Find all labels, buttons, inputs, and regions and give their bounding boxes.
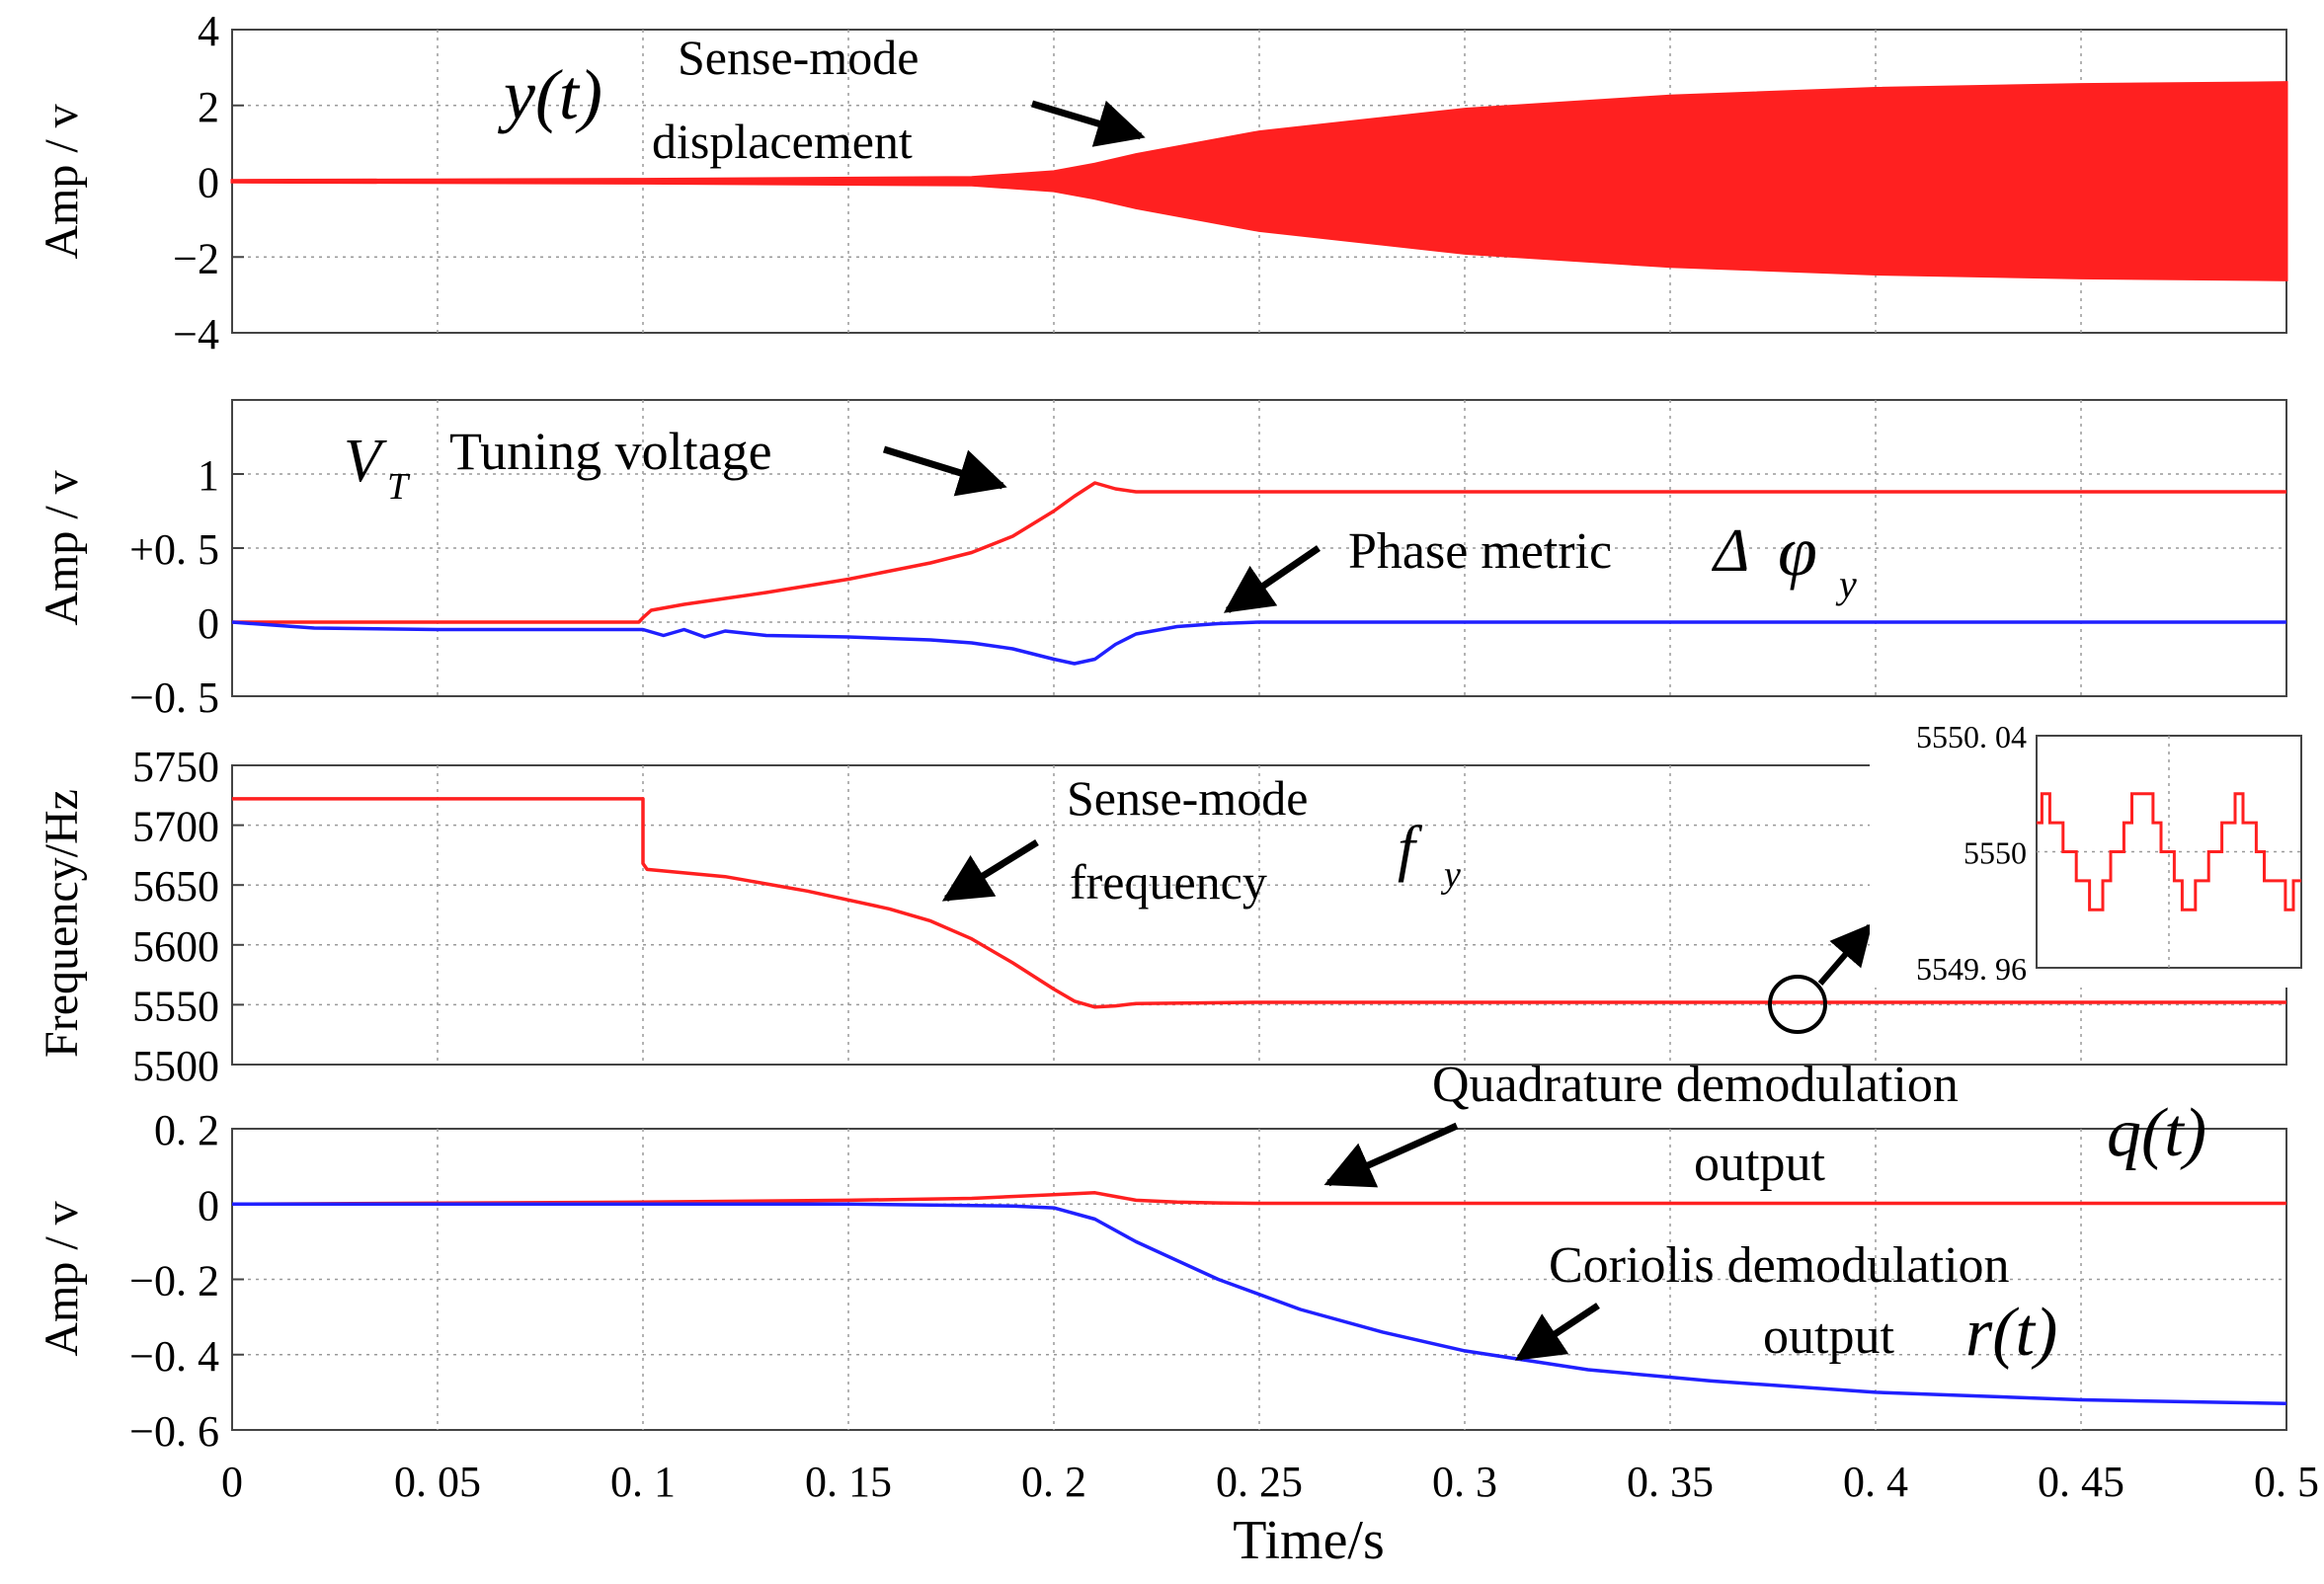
xtick-label: 0. 4 xyxy=(1843,1458,1908,1506)
ytick-label: −0. 2 xyxy=(129,1257,219,1306)
vt-subscript: T xyxy=(387,466,411,508)
panel-2: 1+0. 50−0. 5 Amp / v V T Tuning voltage … xyxy=(36,399,2287,722)
ytick-label: 1 xyxy=(198,451,219,500)
ytick-label: 5650 xyxy=(132,862,219,911)
inset-ytick-label: 5549. 96 xyxy=(1916,951,2027,987)
sense-mode-frequency-line2: frequency xyxy=(1070,854,1267,910)
ytick-label: 2 xyxy=(198,83,219,131)
ytick-label: −4 xyxy=(173,310,219,358)
xtick-label: 0. 05 xyxy=(394,1458,481,1506)
phase-phi-symbol: φ xyxy=(1778,512,1817,591)
panel-4-ylabel: Amp / v xyxy=(36,1201,88,1356)
ytick-label: 5750 xyxy=(132,743,219,791)
inset-plot xyxy=(2037,792,2301,911)
y-t-symbol: y(t) xyxy=(497,55,602,134)
ytick-label: +0. 5 xyxy=(129,525,219,574)
sense-mode-frequency-line1: Sense-mode xyxy=(1067,770,1308,826)
ytick-label: −0. 4 xyxy=(129,1332,219,1381)
q-t-symbol: q(t) xyxy=(2107,1095,2206,1171)
ytick-label: 0. 2 xyxy=(154,1106,219,1154)
ytick-label: 5600 xyxy=(132,922,219,971)
panel-1: 4 2 0 −2 −4 Amp / v y(t) Sense-mode displace… xyxy=(36,7,2288,358)
inset-background xyxy=(1870,711,2324,988)
panel-4-yticks: 0. 2 0 −0. 2 −0. 4 −0. 6 xyxy=(129,1106,219,1456)
coriolis-label-line1: Coriolis demodulation xyxy=(1549,1237,2010,1294)
panel-4-plot xyxy=(231,1191,2287,1406)
panel-1-plot xyxy=(230,81,2288,281)
quadrature-label-line1: Quadrature demodulation xyxy=(1432,1057,1959,1113)
r-t-symbol: r(t) xyxy=(1965,1295,2057,1371)
xtick-label: 0. 25 xyxy=(1216,1458,1303,1506)
panel-2-yticks: 1 +0. 5 0 −0. 5 xyxy=(129,451,219,722)
inset-ytick-label: 5550. 04 xyxy=(1916,719,2027,754)
xtick-label: 0. 35 xyxy=(1627,1458,1714,1506)
xtick-label: 0. 2 xyxy=(1021,1458,1086,1506)
xtick-label: 0. 15 xyxy=(805,1458,892,1506)
x-axis-label: Time/s xyxy=(1233,1510,1385,1571)
xtick-label: 0. 3 xyxy=(1432,1458,1497,1506)
frequency-arrow xyxy=(941,839,1039,902)
panel-1-ylabel: Amp / v xyxy=(36,104,88,259)
phase-subscript: y xyxy=(1835,562,1857,606)
ytick-label: 4 xyxy=(198,7,219,55)
ytick-label: 0 xyxy=(198,1181,219,1229)
panel-1-yticks: 4 2 0 −2 −4 xyxy=(173,7,219,358)
series-line xyxy=(232,1202,2287,1406)
coriolis-arrow xyxy=(1514,1303,1600,1361)
ytick-label: −2 xyxy=(173,234,219,282)
xtick-label: 0. 1 xyxy=(610,1458,676,1506)
zoom-marker-circle xyxy=(1768,975,1827,1034)
xtick-label: 0. 5 xyxy=(2254,1458,2319,1506)
coriolis-label-line2: output xyxy=(1763,1308,1894,1365)
panel-3: 5750 5700 5650 5600 5550 5500 Frequency/Hz Se… xyxy=(36,711,2324,1090)
panel-3-yticks: 5750 5700 5650 5600 5550 5500 xyxy=(132,743,219,1090)
ytick-label: 5700 xyxy=(132,803,219,851)
xtick-label: 0. 45 xyxy=(2038,1458,2124,1506)
tuning-voltage-label: Tuning voltage xyxy=(449,422,772,481)
fy-symbol: f xyxy=(1398,813,1423,883)
phase-metric-label: Phase metric xyxy=(1348,523,1612,580)
panel-2-plot xyxy=(231,481,2286,666)
ytick-label: −0. 6 xyxy=(129,1407,219,1456)
series-line xyxy=(231,620,2286,666)
panel-2-ylabel: Amp / v xyxy=(36,470,88,625)
series-envelope xyxy=(230,81,2288,281)
fy-subscript: y xyxy=(1440,854,1461,896)
ytick-label: −0. 5 xyxy=(129,673,219,722)
panel-3-plot xyxy=(232,797,2286,1009)
series-line xyxy=(231,1191,2286,1207)
inset-ytick-label: 5550 xyxy=(1963,835,2027,871)
quadrature-label-line2: output xyxy=(1694,1136,1825,1192)
vt-symbol: V xyxy=(344,428,387,495)
displacement-arrow xyxy=(1030,100,1146,147)
inset-yticks: 5550. 04 5550 5549. 96 xyxy=(1916,719,2027,987)
quadrature-arrow xyxy=(1323,1122,1459,1188)
xtick-label: 0 xyxy=(221,1458,243,1506)
sense-mode-displacement-line1: Sense-mode xyxy=(678,30,919,85)
panel-4-xticks: 0 0. 05 0. 1 0. 15 0. 2 0. 25 0. 3 0. 35 0. 4 0. … xyxy=(221,1458,2319,1506)
series-line xyxy=(232,797,2286,1009)
ytick-label: 5550 xyxy=(132,982,219,1030)
inset-series-line xyxy=(2037,792,2301,911)
sense-mode-displacement-line2: displacement xyxy=(652,114,913,169)
series-line xyxy=(232,481,2286,624)
ytick-label: 5500 xyxy=(132,1042,219,1090)
zoom-arrow xyxy=(1817,922,1873,986)
panel-4: 0. 2 0 −0. 2 −0. 4 −0. 6 0 0. 05 0. 1 0. 15 0. 2… xyxy=(36,1057,2319,1571)
tuning-voltage-arrow xyxy=(882,445,1007,497)
phase-metric-arrow xyxy=(1223,545,1321,613)
ytick-label: 0 xyxy=(198,159,219,207)
ytick-label: 0 xyxy=(198,599,219,648)
panel-3-ylabel: Frequency/Hz xyxy=(36,789,88,1058)
phase-delta-symbol: Δ xyxy=(1711,517,1749,585)
